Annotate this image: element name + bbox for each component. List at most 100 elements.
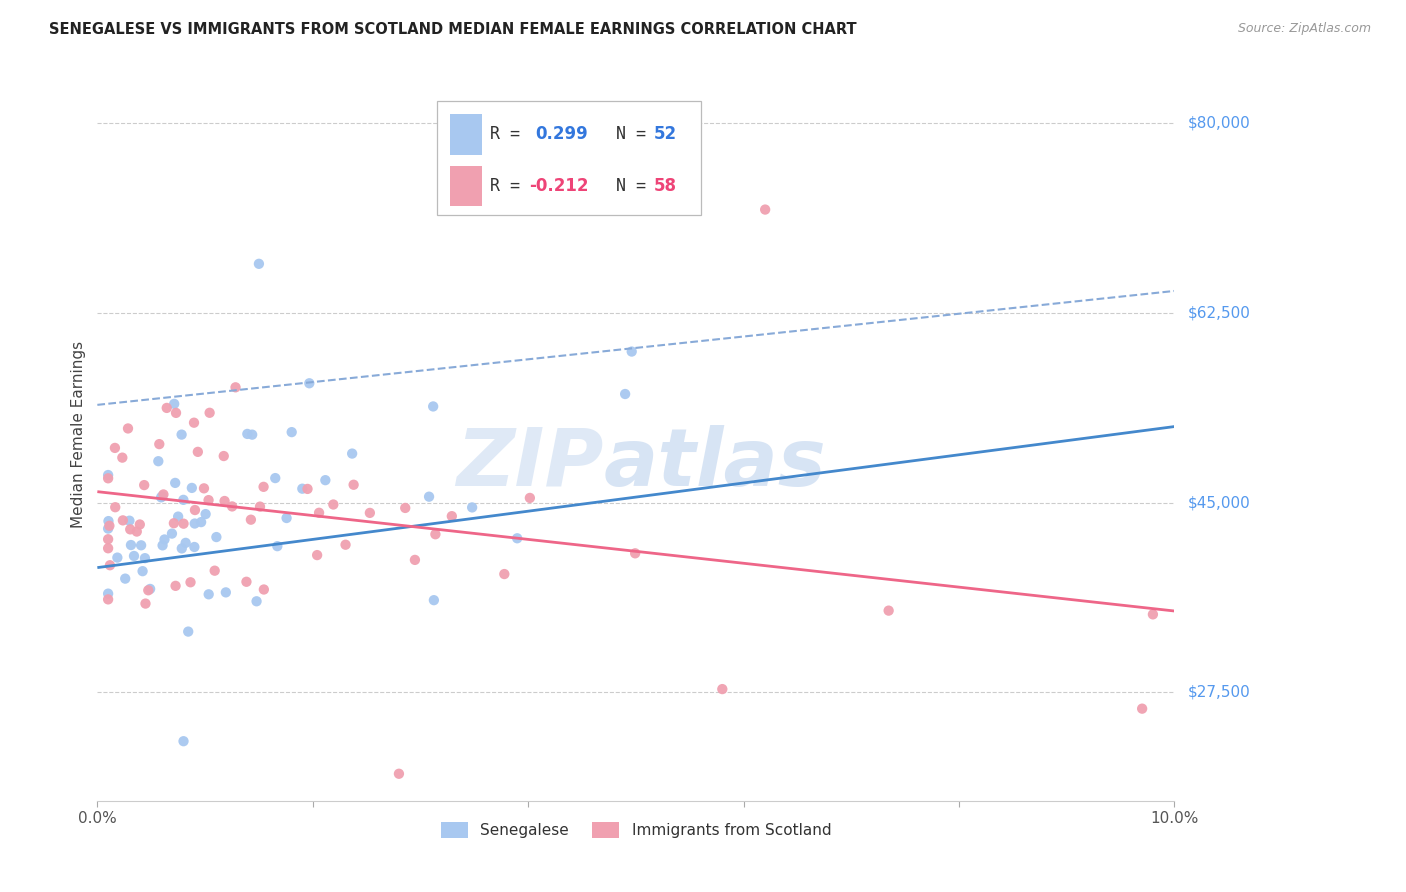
Point [97, 514, 120, 528]
Point [172, 492, 194, 507]
Point [111, 513, 134, 527]
Point [440, 509, 463, 524]
Text: N =: N = [596, 177, 657, 194]
Point [877, 604, 900, 618]
Bar [450, 166, 482, 206]
Point [170, 427, 193, 442]
Point [754, 202, 776, 217]
Point [276, 511, 298, 525]
Point [134, 551, 156, 566]
Point [205, 530, 228, 544]
Point [1130, 701, 1153, 715]
Point [148, 437, 170, 451]
Point [98, 558, 121, 573]
Point [117, 421, 139, 435]
Point [620, 344, 643, 359]
Point [97, 471, 120, 485]
Point [335, 538, 357, 552]
Point [711, 682, 734, 697]
Text: $62,500: $62,500 [1188, 305, 1250, 320]
Text: 58: 58 [654, 177, 678, 194]
Point [240, 427, 263, 442]
Point [165, 579, 187, 593]
Point [139, 582, 162, 596]
Point [177, 624, 200, 639]
Point [114, 572, 136, 586]
Point [418, 490, 440, 504]
Point [156, 401, 179, 415]
Point [404, 553, 426, 567]
Point [252, 480, 274, 494]
Point [249, 500, 271, 514]
Point [193, 481, 215, 495]
Point [322, 498, 344, 512]
Point [291, 482, 314, 496]
Point [225, 380, 247, 394]
Point [148, 454, 170, 468]
Point [425, 527, 447, 541]
Point [120, 538, 142, 552]
Text: Source: ZipAtlas.com: Source: ZipAtlas.com [1237, 22, 1371, 36]
Point [235, 574, 257, 589]
Point [125, 524, 148, 539]
Text: $45,000: $45,000 [1188, 495, 1250, 510]
Point [122, 549, 145, 563]
Point [104, 441, 127, 455]
Point [340, 446, 363, 460]
Point [253, 582, 276, 597]
Text: R =: R = [491, 177, 530, 194]
Point [173, 734, 195, 748]
Point [461, 500, 484, 515]
Point [343, 477, 366, 491]
Text: $27,500: $27,500 [1188, 685, 1250, 700]
Text: $80,000: $80,000 [1188, 115, 1250, 130]
Point [183, 416, 205, 430]
Point [97, 522, 120, 536]
Text: SENEGALESE VS IMMIGRANTS FROM SCOTLAND MEDIAN FEMALE EARNINGS CORRELATION CHART: SENEGALESE VS IMMIGRANTS FROM SCOTLAND M… [49, 22, 856, 37]
Point [624, 546, 647, 560]
Point [136, 583, 159, 598]
Point [170, 541, 193, 556]
Point [120, 522, 142, 536]
Point [190, 515, 212, 529]
Point [131, 564, 153, 578]
Point [150, 491, 173, 505]
Point [165, 406, 187, 420]
Point [307, 548, 329, 562]
Point [167, 509, 190, 524]
Point [134, 597, 156, 611]
Point [197, 493, 219, 508]
Point [239, 513, 262, 527]
Point [266, 539, 288, 553]
Point [160, 526, 183, 541]
Point [174, 536, 197, 550]
Point [150, 489, 173, 503]
Y-axis label: Median Female Earnings: Median Female Earnings [72, 341, 86, 528]
Point [184, 503, 207, 517]
Point [197, 587, 219, 601]
Point [314, 473, 336, 487]
Point [118, 514, 141, 528]
Point [506, 531, 529, 545]
Legend: Senegalese, Immigrants from Scotland: Senegalese, Immigrants from Scotland [434, 816, 838, 845]
Point [422, 400, 444, 414]
Point [97, 468, 120, 483]
Point [183, 540, 205, 554]
Point [97, 541, 120, 556]
Point [152, 538, 174, 552]
Point [173, 516, 195, 531]
Point [104, 500, 127, 515]
Point [163, 397, 186, 411]
Point [245, 594, 267, 608]
Point [614, 387, 637, 401]
Point [204, 564, 226, 578]
Point [297, 482, 319, 496]
Point [98, 518, 121, 533]
Point [212, 449, 235, 463]
Point [129, 538, 152, 552]
Point [105, 550, 128, 565]
Point [194, 507, 217, 521]
Point [152, 487, 174, 501]
Point [388, 766, 411, 780]
Point [280, 425, 302, 439]
